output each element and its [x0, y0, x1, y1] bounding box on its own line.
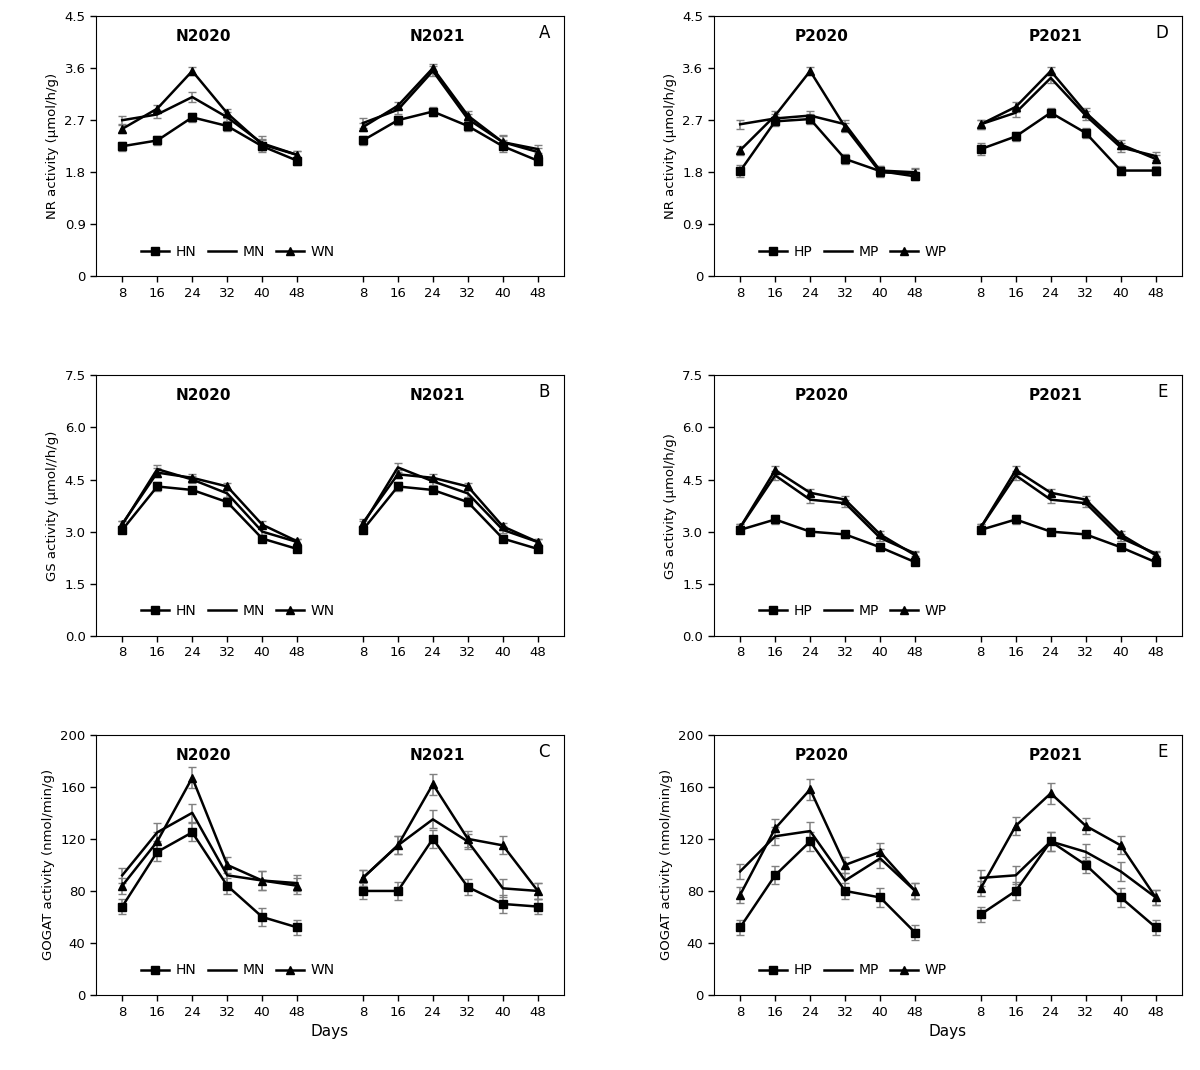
Text: N2021: N2021 — [410, 388, 466, 403]
Text: E: E — [1158, 383, 1168, 401]
Legend: HP, MP, WP: HP, MP, WP — [754, 598, 953, 624]
Text: N2020: N2020 — [176, 29, 232, 44]
Text: B: B — [539, 383, 550, 401]
Text: N2020: N2020 — [176, 748, 232, 763]
Text: P2021: P2021 — [1028, 388, 1082, 403]
Legend: HP, MP, WP: HP, MP, WP — [754, 958, 953, 983]
Text: D: D — [1156, 24, 1168, 42]
Y-axis label: GS activity (μmol//h/g): GS activity (μmol//h/g) — [46, 430, 59, 581]
Legend: HN, MN, WN: HN, MN, WN — [136, 240, 341, 264]
Text: N2021: N2021 — [410, 748, 466, 763]
Text: N2021: N2021 — [410, 29, 466, 44]
X-axis label: Days: Days — [929, 1024, 967, 1039]
Legend: HP, MP, WP: HP, MP, WP — [754, 240, 953, 264]
Y-axis label: NR activity (μmol/h/g): NR activity (μmol/h/g) — [46, 73, 59, 219]
Text: N2020: N2020 — [176, 388, 232, 403]
Y-axis label: NR activity (μmol/h/g): NR activity (μmol/h/g) — [664, 73, 677, 219]
Text: P2021: P2021 — [1028, 748, 1082, 763]
Y-axis label: GS activity (μmol/h/g): GS activity (μmol/h/g) — [664, 432, 677, 579]
Text: P2020: P2020 — [794, 29, 848, 44]
Legend: HN, MN, WN: HN, MN, WN — [136, 598, 341, 624]
X-axis label: Days: Days — [311, 1024, 349, 1039]
Text: P2020: P2020 — [794, 748, 848, 763]
Text: P2021: P2021 — [1028, 29, 1082, 44]
Y-axis label: GOGAT activity (nmol/min/g): GOGAT activity (nmol/min/g) — [42, 769, 55, 961]
Text: P2020: P2020 — [794, 388, 848, 403]
Y-axis label: GOGAT activity (nmol/min/g): GOGAT activity (nmol/min/g) — [660, 769, 672, 961]
Text: A: A — [539, 24, 550, 42]
Text: E: E — [1158, 743, 1168, 761]
Text: C: C — [539, 743, 550, 761]
Legend: HN, MN, WN: HN, MN, WN — [136, 958, 341, 983]
